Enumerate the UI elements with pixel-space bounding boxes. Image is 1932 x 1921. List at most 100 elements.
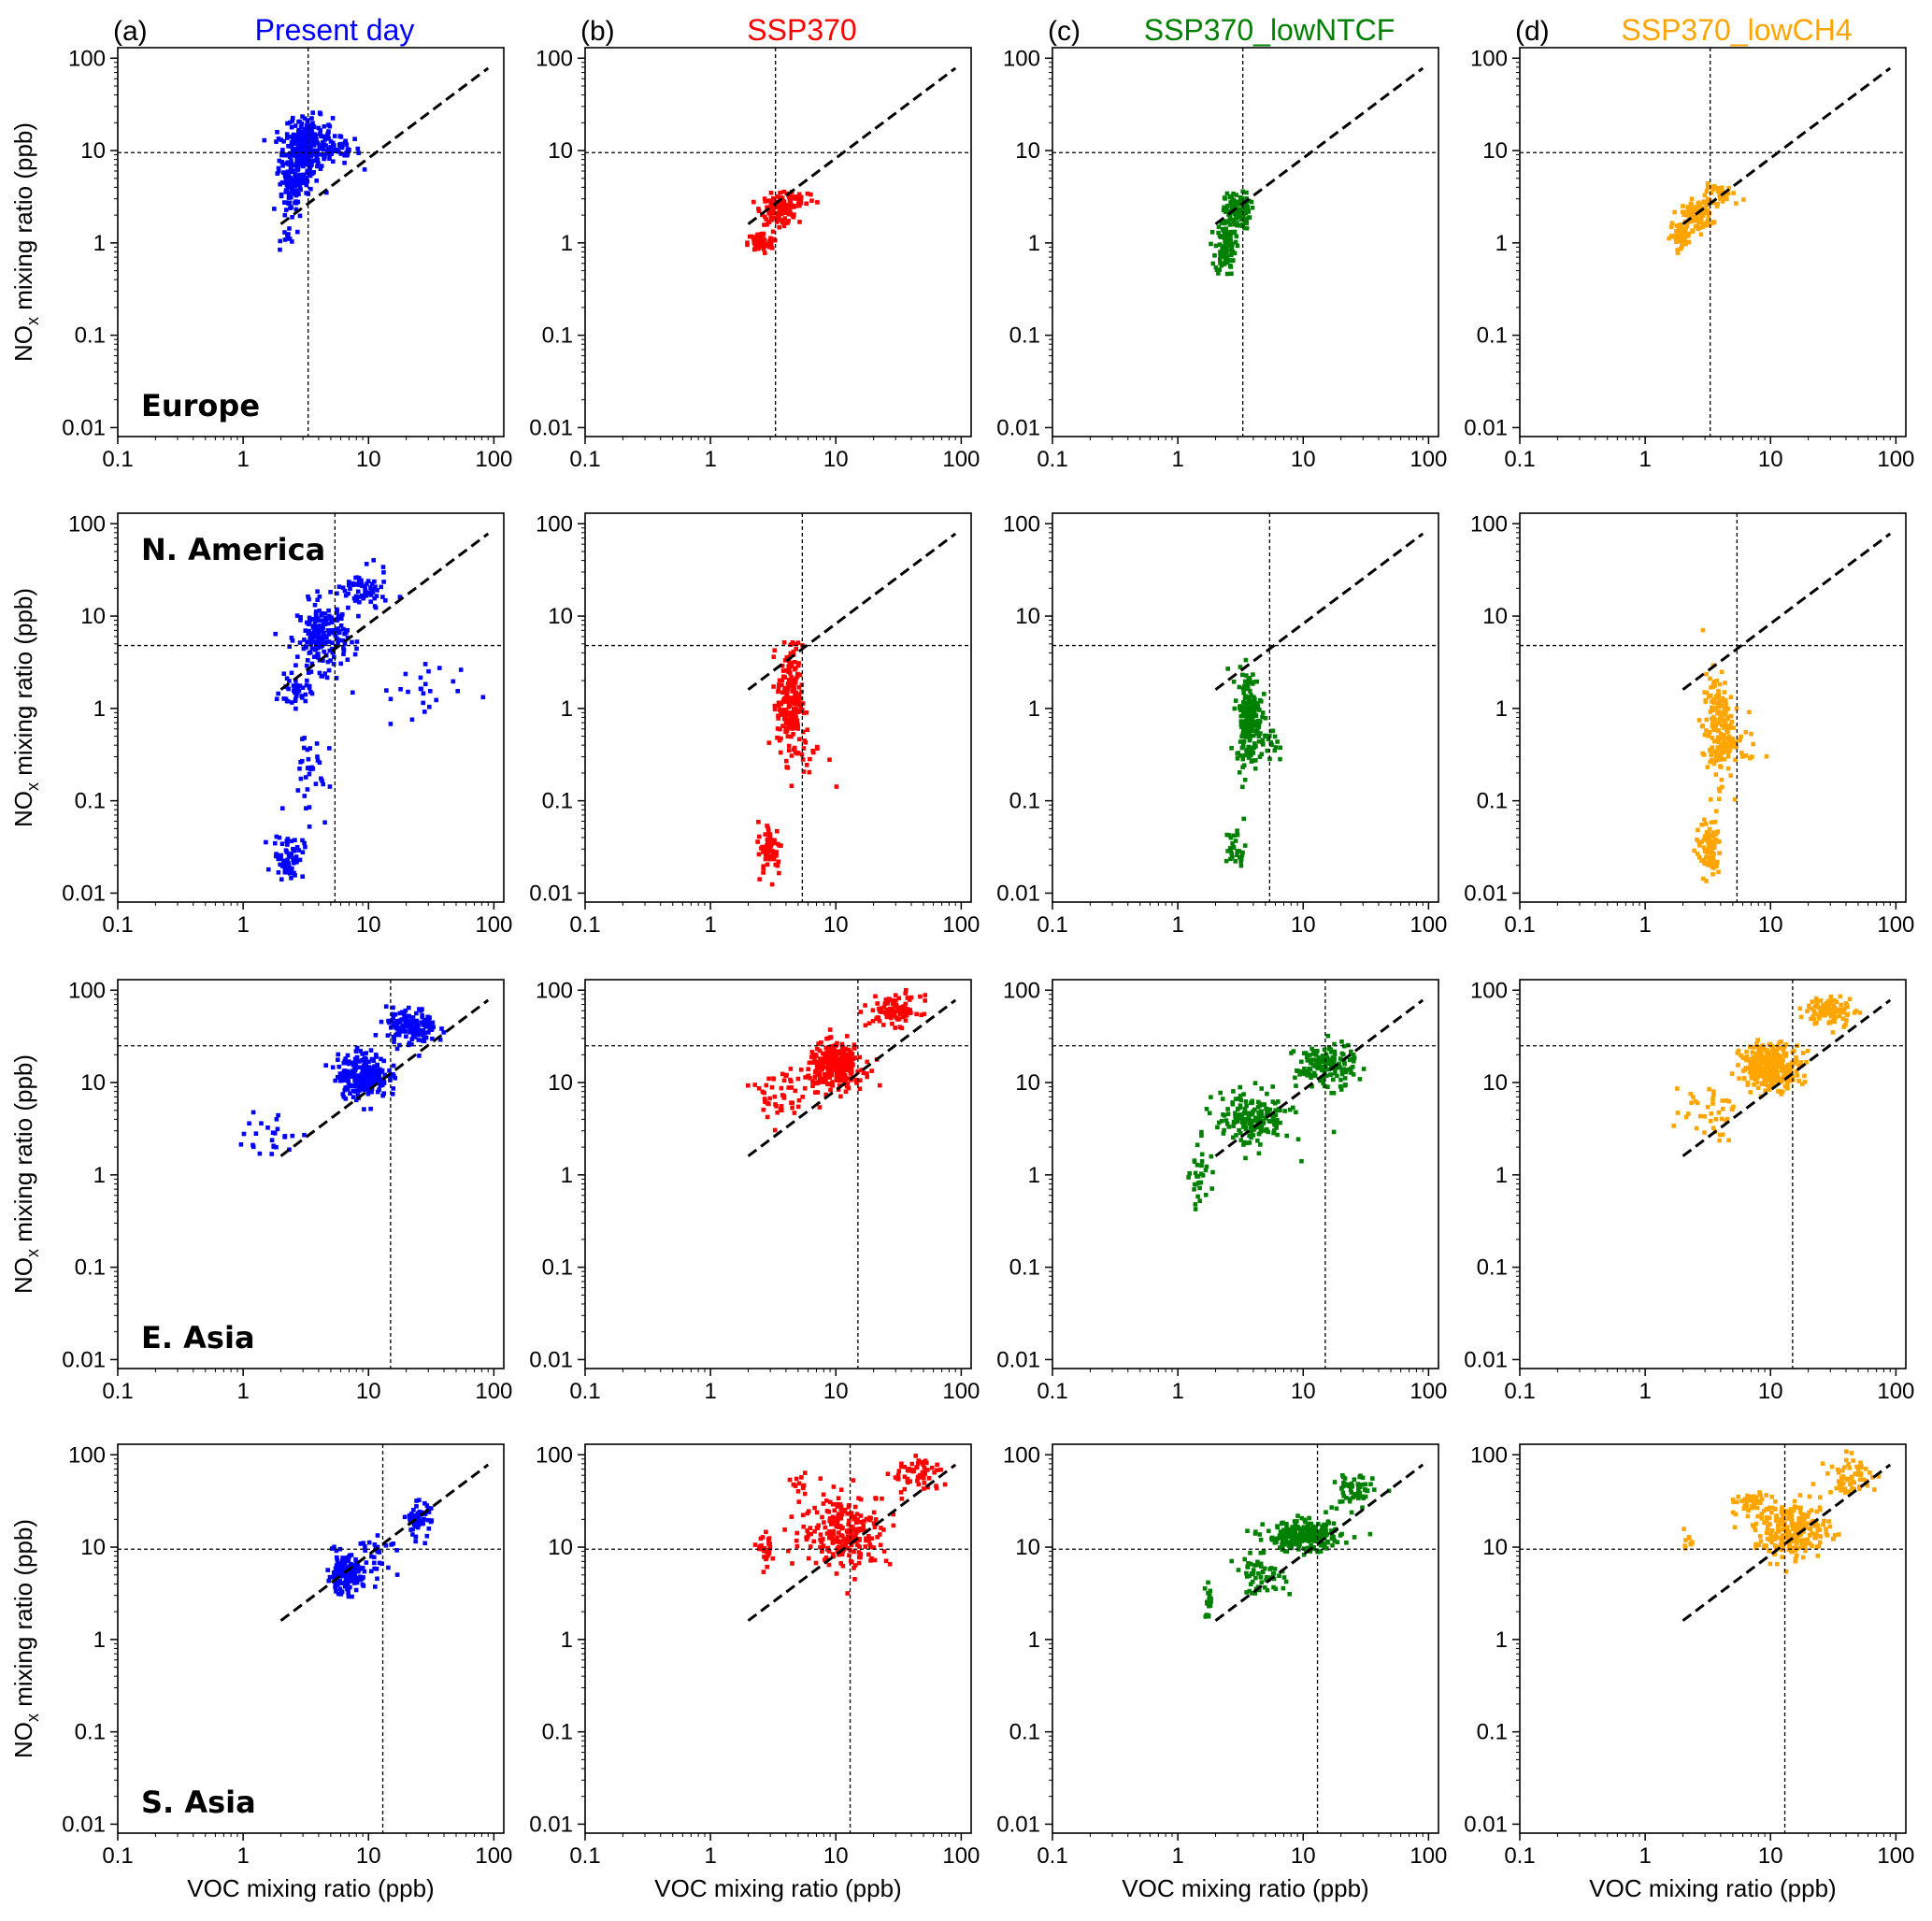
scatter-point <box>770 200 776 206</box>
scatter-point <box>340 1092 346 1097</box>
scatter-point <box>799 753 805 757</box>
scatter-point <box>1709 753 1714 757</box>
scatter-point <box>1705 185 1710 190</box>
scatter-point <box>326 150 331 154</box>
scatter-point <box>784 765 789 769</box>
scatter-point <box>781 1094 786 1098</box>
scatter-point <box>1186 1175 1191 1180</box>
scatter-point <box>380 1093 385 1098</box>
scatter-point <box>896 1016 902 1022</box>
scatter-point <box>1339 1039 1344 1044</box>
scatter-point <box>322 134 327 139</box>
scatter-point <box>877 1019 882 1024</box>
scatter-point <box>822 1080 826 1084</box>
scatter-point <box>347 580 351 584</box>
scatter-point <box>1717 1138 1722 1143</box>
scatter-point <box>786 219 791 223</box>
scatter-point <box>805 191 810 196</box>
scatter-point <box>1682 212 1686 218</box>
scatter-point <box>1298 1068 1303 1074</box>
scatter-point <box>282 174 288 179</box>
y-tick-label: 0.01 <box>1464 881 1508 906</box>
scatter-point <box>353 1049 359 1054</box>
plot-area <box>1052 513 1438 902</box>
scatter-point <box>1705 208 1710 213</box>
scatter-point <box>294 682 299 688</box>
scatter-point <box>788 205 793 209</box>
scatter-point <box>326 136 332 141</box>
x-tick-label: 1 <box>236 912 249 938</box>
scatter-point <box>283 208 289 212</box>
scatter-point <box>1696 718 1702 723</box>
scatter-point <box>1709 796 1713 802</box>
scatter-point <box>1818 998 1824 1003</box>
scatter-point <box>373 584 378 589</box>
y-axis-title-main: NO <box>9 791 37 827</box>
scatter-point <box>271 1143 276 1149</box>
scatter-point <box>1753 1077 1758 1082</box>
scatter-point <box>769 1084 775 1090</box>
scatter-point <box>815 1080 820 1084</box>
scatter-point <box>1715 710 1721 716</box>
scatter-point <box>303 138 308 143</box>
x-tick-label: 10 <box>823 1379 849 1404</box>
scatter-point <box>302 179 307 184</box>
scatter-point <box>1706 839 1710 845</box>
scatter-point <box>353 1073 359 1079</box>
scatter-point <box>776 700 781 706</box>
scatter-point <box>772 1094 778 1099</box>
scatter-point <box>772 854 777 860</box>
scatter-point <box>791 689 795 694</box>
scatter-point <box>282 1135 287 1140</box>
scatter-point <box>798 696 804 701</box>
scatter-point <box>319 613 323 618</box>
scatter-point <box>1243 1111 1249 1116</box>
scatter-point <box>1839 1002 1843 1008</box>
scatter-point <box>1717 839 1722 844</box>
scatter-point <box>250 1110 256 1115</box>
scatter-point <box>1708 857 1713 863</box>
diagonal-dashed-line <box>1214 66 1424 225</box>
scatter-point <box>1712 724 1718 729</box>
scatter-point <box>1229 271 1234 277</box>
scatter-point <box>767 206 772 211</box>
scatter-point <box>1801 1051 1806 1055</box>
scatter-point <box>834 1054 838 1060</box>
scatter-point <box>1250 1098 1254 1104</box>
scatter-point <box>792 710 796 714</box>
scatter-point <box>284 698 290 704</box>
scatter-point <box>1765 1078 1769 1083</box>
scatter-point <box>893 1004 897 1009</box>
scatter-point <box>363 1081 367 1085</box>
scatter-point <box>328 139 334 144</box>
scatter-point <box>317 594 322 599</box>
scatter-point <box>847 1063 852 1068</box>
scatter-point <box>793 680 798 685</box>
scatter-point <box>772 838 777 843</box>
scatter-point <box>1788 1068 1794 1072</box>
scatter-point <box>341 646 346 651</box>
scatter-point <box>398 687 403 692</box>
scatter-point <box>1782 1073 1786 1078</box>
scatter-point <box>790 726 794 731</box>
scatter-point <box>262 137 267 143</box>
scatter-point <box>1233 839 1238 843</box>
scatter-point <box>751 199 756 205</box>
scatter-point <box>763 856 768 862</box>
scatter-point <box>330 650 336 655</box>
plot-area <box>585 980 971 1369</box>
scatter-point <box>1244 196 1249 201</box>
scatter-point <box>287 191 292 195</box>
scatter-point <box>1769 1071 1775 1077</box>
scatter-point <box>306 670 311 675</box>
scatter-point <box>364 562 369 566</box>
scatter-point <box>769 838 774 842</box>
scatter-point <box>865 1074 869 1080</box>
scatter-point <box>1784 1079 1790 1083</box>
scatter-point <box>1853 1009 1859 1013</box>
diagonal-dashed-line <box>1214 998 1424 1157</box>
scatter-point <box>1238 216 1244 221</box>
scatter-point <box>365 1065 370 1070</box>
scatter-point <box>1307 1067 1311 1071</box>
